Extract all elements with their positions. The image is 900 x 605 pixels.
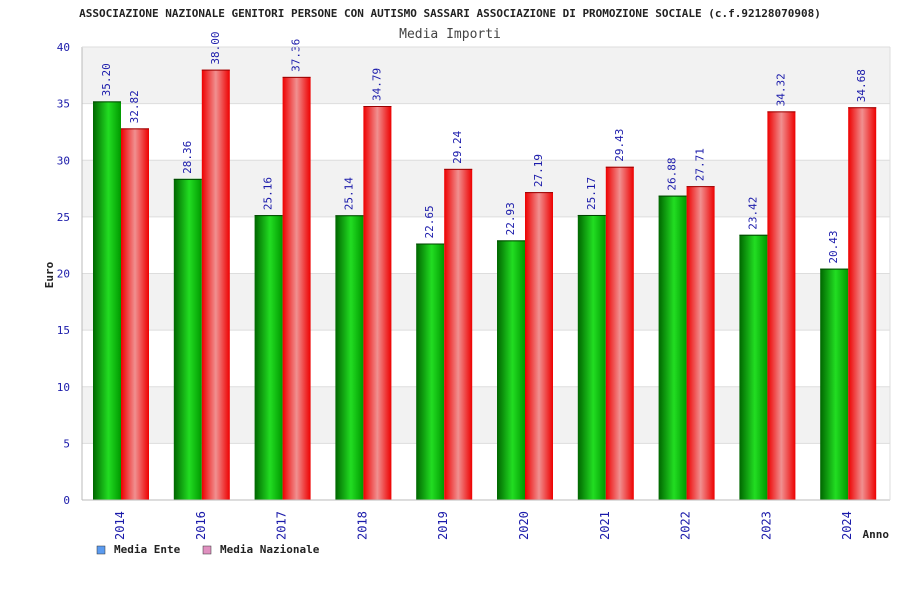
value-label-media-nazionale-2017: 37.36	[290, 39, 303, 72]
legend-swatch-media-nazionale	[202, 545, 212, 555]
value-label-media-nazionale-2018: 34.79	[370, 68, 383, 101]
value-label-media-ente-2021: 25.17	[585, 177, 598, 210]
y-tick-label: 15	[57, 324, 70, 337]
value-label-media-nazionale-2019: 29.24	[451, 130, 464, 163]
bar-media-ente-2024	[820, 268, 849, 500]
value-label-media-ente-2019: 22.65	[423, 205, 436, 238]
bar-media-nazionale-2020	[525, 192, 553, 501]
legend-swatch-media-ente	[96, 545, 106, 555]
x-tick-label-2016: 2016	[194, 511, 208, 540]
legend-label-media-ente: Media Ente	[114, 543, 181, 556]
bar-media-nazionale-2014	[121, 128, 149, 500]
value-label-media-nazionale-2021: 29.43	[613, 129, 626, 162]
bar-media-ente-2018	[335, 215, 364, 501]
x-tick-label-2022: 2022	[679, 511, 693, 540]
bar-media-nazionale-2023	[767, 111, 796, 501]
chart-subtitle: Media Importi	[399, 27, 501, 42]
value-label-media-nazionale-2022: 27.71	[694, 148, 707, 181]
bar-media-ente-2017	[254, 215, 283, 501]
value-label-media-ente-2018: 25.14	[342, 177, 355, 210]
x-tick-label-2014: 2014	[113, 511, 127, 540]
bar-media-nazionale-2024	[848, 107, 877, 501]
y-tick-label: 35	[57, 98, 70, 111]
bar-media-ente-2020	[497, 240, 525, 500]
chart-title: ASSOCIAZIONE NAZIONALE GENITORI PERSONE …	[79, 7, 821, 20]
x-tick-label-2019: 2019	[436, 511, 450, 540]
bar-media-nazionale-2021	[605, 166, 634, 500]
y-tick-labels: 0 5 10 15 20 25 30 35 40	[57, 41, 70, 507]
bar-media-ente-2019	[416, 243, 445, 500]
bar-media-ente-2023	[739, 234, 768, 500]
bar-media-nazionale-2019	[444, 168, 473, 500]
value-label-media-ente-2024: 20.43	[827, 231, 840, 264]
x-tick-label-2018: 2018	[355, 511, 369, 540]
legend-label-media-nazionale: Media Nazionale	[220, 543, 320, 556]
y-tick-label: 10	[57, 381, 70, 394]
x-tick-label-2020: 2020	[517, 511, 531, 540]
value-label-media-nazionale-2014: 32.82	[128, 90, 141, 123]
bar-media-nazionale-2018	[363, 106, 392, 501]
value-label-media-nazionale-2020: 27.19	[532, 154, 545, 187]
value-label-media-ente-2016: 28.36	[181, 141, 194, 174]
value-label-media-ente-2014: 35.20	[100, 63, 113, 96]
x-tick-label-2017: 2017	[275, 511, 289, 540]
bar-media-nazionale-2017	[282, 76, 311, 500]
axes-group	[81, 46, 891, 501]
bars-group	[93, 69, 877, 501]
x-tick-labels: 2014 2016 2017 2018 2019 2020 2021 2022 2023 2024	[113, 511, 854, 540]
value-label-media-nazionale-2024: 34.68	[855, 69, 868, 102]
bar-media-ente-2021	[577, 214, 606, 500]
y-tick-label: 5	[63, 437, 70, 450]
x-tick-label-2024: 2024	[840, 511, 854, 540]
value-label-media-ente-2022: 26.88	[666, 157, 679, 190]
x-tick-label-2023: 2023	[759, 511, 773, 540]
y-tick-label: 30	[57, 154, 70, 167]
y-axis-label: Euro	[43, 261, 56, 288]
bar-media-ente-2016	[173, 178, 202, 500]
value-labels-group: 35.20 32.82 28.36 38.00 25.16 37.36 25.14 34.79…	[100, 32, 868, 264]
value-label-media-nazionale-2016: 38.00	[209, 32, 222, 65]
bar-media-nazionale-2022	[686, 186, 715, 500]
value-label-media-ente-2017: 25.16	[262, 177, 275, 210]
bar-media-nazionale-2016	[201, 69, 230, 501]
bar-media-ente-2014	[93, 101, 121, 501]
y-tick-label: 0	[63, 494, 70, 507]
x-axis-label: Anno	[863, 528, 890, 541]
bar-media-ente-2022	[658, 195, 687, 501]
y-tick-label: 25	[57, 211, 70, 224]
y-tick-label: 20	[57, 268, 70, 281]
value-label-media-nazionale-2023: 34.32	[774, 73, 787, 106]
value-label-media-ente-2020: 22.93	[504, 202, 517, 235]
y-tick-label: 40	[57, 41, 70, 54]
x-tick-label-2021: 2021	[598, 511, 612, 540]
legend: Media Ente Media Nazionale	[96, 543, 320, 556]
value-label-media-ente-2023: 23.42	[746, 197, 759, 230]
